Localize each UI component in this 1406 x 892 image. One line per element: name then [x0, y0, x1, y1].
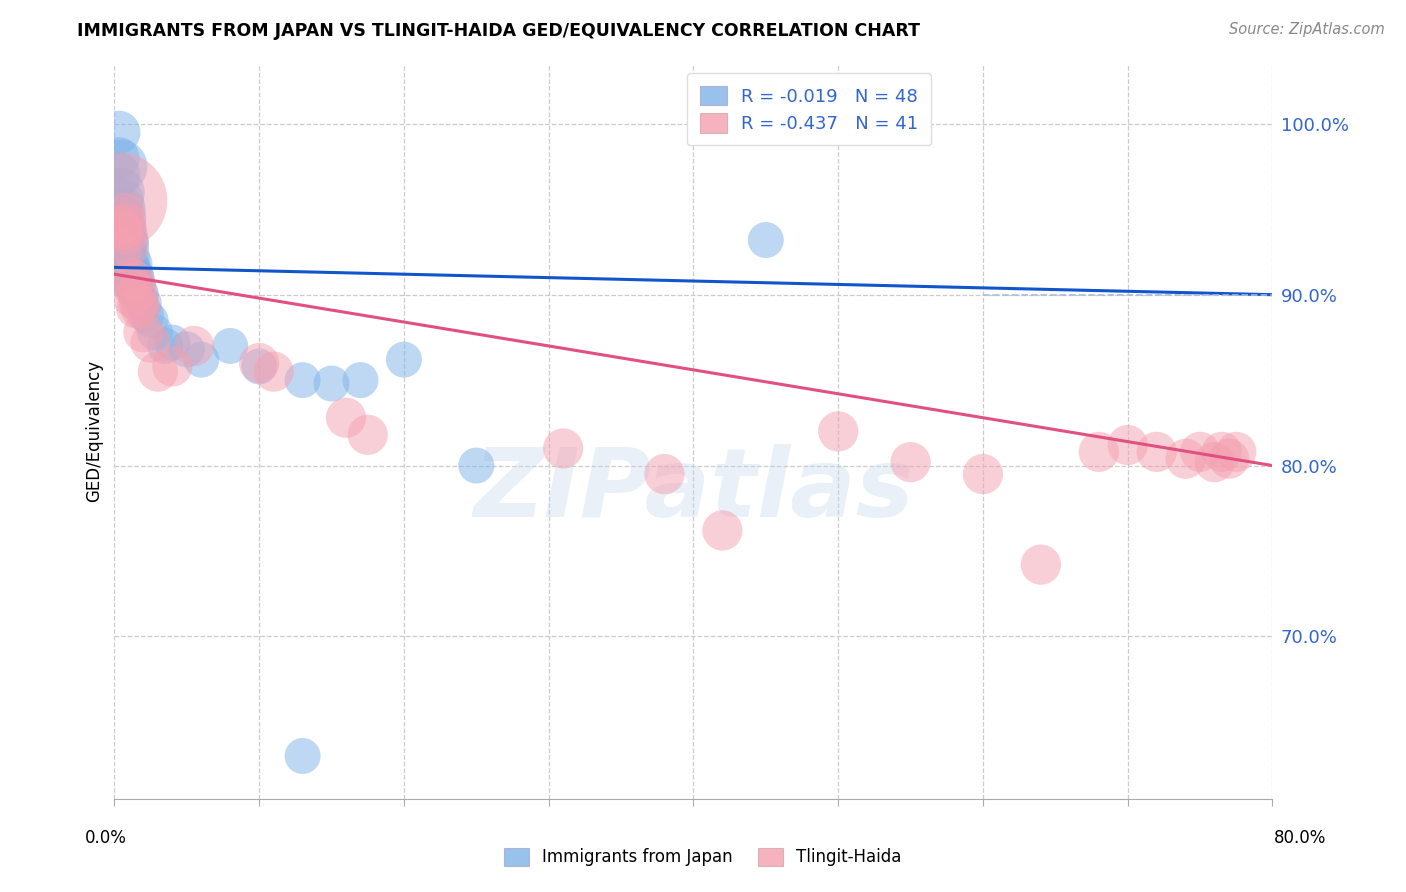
- Point: [121, 279, 143, 293]
- Point: [108, 185, 131, 199]
- Point: [114, 227, 136, 242]
- Point: [117, 233, 139, 247]
- Point: [349, 373, 371, 387]
- Point: [115, 216, 138, 230]
- Point: [183, 339, 205, 353]
- Point: [291, 749, 314, 764]
- Point: [321, 376, 343, 391]
- Point: [120, 270, 142, 285]
- Text: Source: ZipAtlas.com: Source: ZipAtlas.com: [1229, 22, 1385, 37]
- Point: [124, 274, 146, 288]
- Point: [117, 250, 139, 264]
- Point: [1087, 445, 1109, 459]
- Point: [465, 458, 488, 473]
- Point: [129, 287, 152, 301]
- Point: [146, 365, 169, 379]
- Point: [1211, 445, 1233, 459]
- Point: [755, 233, 778, 247]
- Point: [111, 245, 134, 260]
- Point: [900, 455, 922, 469]
- Point: [132, 326, 155, 340]
- Point: [120, 267, 142, 281]
- Point: [112, 219, 135, 234]
- Text: 80.0%: 80.0%: [1274, 829, 1327, 847]
- Legend: Immigrants from Japan, Tlingit-Haida: Immigrants from Japan, Tlingit-Haida: [496, 839, 910, 875]
- Point: [553, 442, 575, 456]
- Y-axis label: GED/Equivalency: GED/Equivalency: [86, 360, 103, 502]
- Point: [118, 257, 141, 271]
- Point: [122, 257, 145, 271]
- Point: [127, 285, 149, 299]
- Point: [972, 467, 994, 481]
- Point: [107, 194, 129, 208]
- Point: [129, 301, 152, 316]
- Point: [1204, 455, 1226, 469]
- Point: [1218, 451, 1240, 466]
- Point: [247, 356, 270, 370]
- Point: [263, 365, 285, 379]
- Text: IMMIGRANTS FROM JAPAN VS TLINGIT-HAIDA GED/EQUIVALENCY CORRELATION CHART: IMMIGRANTS FROM JAPAN VS TLINGIT-HAIDA G…: [77, 22, 921, 40]
- Point: [118, 274, 141, 288]
- Point: [357, 427, 380, 442]
- Point: [108, 219, 131, 234]
- Point: [124, 285, 146, 299]
- Point: [111, 211, 134, 225]
- Point: [115, 257, 138, 271]
- Point: [827, 425, 849, 439]
- Point: [711, 524, 734, 538]
- Point: [120, 250, 142, 264]
- Point: [122, 274, 145, 288]
- Point: [112, 202, 135, 217]
- Point: [114, 205, 136, 219]
- Point: [111, 194, 134, 208]
- Point: [107, 151, 129, 165]
- Point: [124, 267, 146, 281]
- Point: [291, 373, 314, 387]
- Point: [132, 296, 155, 310]
- Point: [121, 279, 143, 293]
- Text: ZIPatlas: ZIPatlas: [474, 443, 914, 537]
- Point: [654, 467, 676, 481]
- Point: [1225, 445, 1247, 459]
- Point: [153, 339, 176, 353]
- Point: [118, 236, 141, 251]
- Point: [121, 262, 143, 277]
- Point: [125, 301, 148, 316]
- Text: 0.0%: 0.0%: [84, 829, 127, 847]
- Point: [392, 352, 415, 367]
- Point: [1174, 451, 1197, 466]
- Point: [135, 308, 157, 322]
- Point: [190, 352, 212, 367]
- Point: [128, 296, 150, 310]
- Point: [112, 223, 135, 237]
- Point: [125, 270, 148, 285]
- Point: [143, 326, 166, 340]
- Point: [1189, 445, 1212, 459]
- Point: [335, 410, 357, 425]
- Point: [122, 291, 145, 305]
- Point: [139, 335, 162, 350]
- Point: [115, 240, 138, 254]
- Point: [127, 279, 149, 293]
- Point: [247, 359, 270, 374]
- Point: [219, 339, 242, 353]
- Point: [162, 359, 184, 374]
- Point: [114, 211, 136, 225]
- Point: [139, 313, 162, 327]
- Point: [108, 160, 131, 174]
- Point: [105, 168, 128, 182]
- Point: [117, 227, 139, 242]
- Point: [176, 343, 198, 357]
- Point: [1146, 445, 1168, 459]
- Point: [1029, 558, 1052, 572]
- Point: [1116, 438, 1139, 452]
- Point: [118, 240, 141, 254]
- Point: [128, 291, 150, 305]
- Point: [115, 223, 138, 237]
- Point: [162, 335, 184, 350]
- Legend: R = -0.019   N = 48, R = -0.437   N = 41: R = -0.019 N = 48, R = -0.437 N = 41: [688, 73, 931, 145]
- Point: [107, 125, 129, 139]
